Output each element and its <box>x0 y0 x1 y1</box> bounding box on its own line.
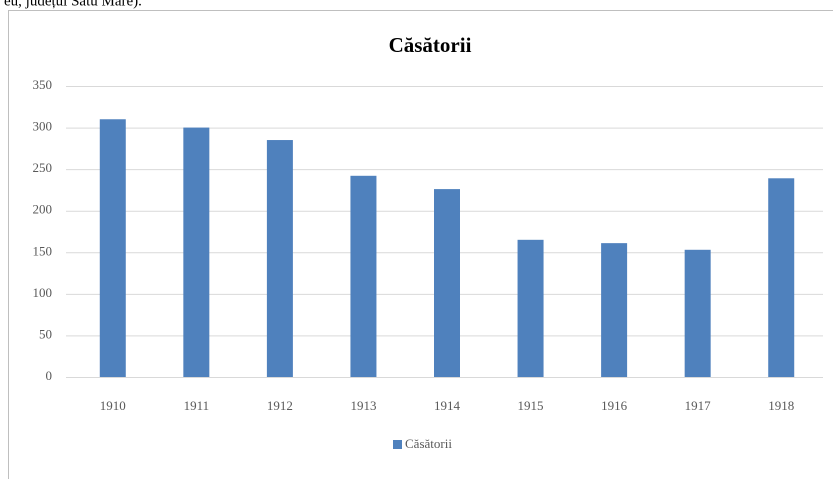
bar <box>99 119 126 377</box>
y-tick-label: 150 <box>33 243 53 258</box>
bar <box>350 175 377 377</box>
x-tick-label: 1914 <box>434 398 461 413</box>
bar <box>601 243 628 377</box>
bar <box>183 127 210 377</box>
x-tick-label: 1912 <box>267 398 293 413</box>
bar <box>684 249 711 377</box>
x-tick-label: 1913 <box>350 398 376 413</box>
caption: eu, județul Satu Mare). <box>4 0 142 9</box>
y-tick-label: 100 <box>33 285 53 300</box>
y-tick-label: 350 <box>33 77 53 92</box>
x-tick-label: 1915 <box>518 398 544 413</box>
x-tick-label: 1917 <box>685 398 712 413</box>
x-tick-label: 1910 <box>100 398 126 413</box>
y-tick-label: 0 <box>46 368 53 383</box>
legend-swatch <box>393 440 402 449</box>
legend-label: Căsătorii <box>405 436 452 451</box>
x-tick-label: 1918 <box>768 398 794 413</box>
chart-frame <box>8 10 833 479</box>
x-tick-label: 1911 <box>184 398 210 413</box>
y-tick-label: 300 <box>33 119 53 134</box>
y-tick-label: 50 <box>39 326 52 341</box>
bar <box>434 189 460 377</box>
bar <box>517 239 544 377</box>
x-tick-label: 1916 <box>601 398 628 413</box>
y-tick-label: 200 <box>33 202 53 217</box>
y-tick-label: 250 <box>33 160 53 175</box>
bar <box>768 178 795 377</box>
bar <box>266 140 293 377</box>
chart-title: Căsătorii <box>389 33 472 57</box>
